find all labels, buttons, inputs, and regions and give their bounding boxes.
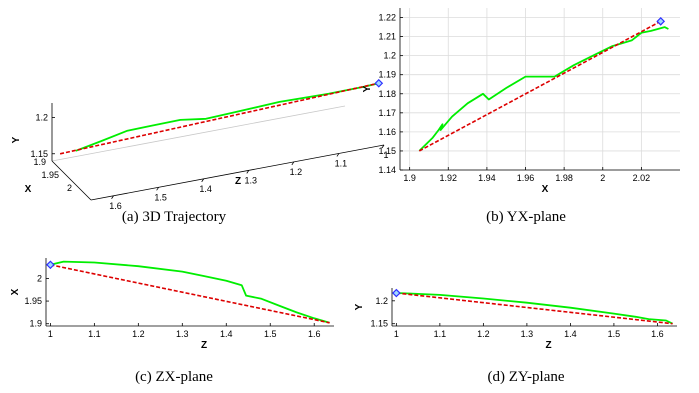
z-tick-label: 1.4 bbox=[199, 184, 212, 194]
plot-area-zy bbox=[392, 288, 673, 325]
y-tick-label: 2 bbox=[37, 273, 42, 283]
z-tick-6 bbox=[381, 144, 385, 149]
marker-diamond bbox=[656, 16, 666, 26]
x-tick-label: 1.98 bbox=[555, 173, 573, 183]
x-tick-label: 1 bbox=[48, 329, 53, 339]
y-axis-label: Y bbox=[354, 303, 365, 310]
y-axis-label: X bbox=[10, 288, 21, 295]
y-tick-label: 1.15 bbox=[370, 319, 388, 329]
z-tick-4 bbox=[291, 161, 295, 166]
x-axis-label: X bbox=[25, 184, 32, 195]
series-line-trajectory bbox=[75, 82, 380, 152]
z-axis-line-3d bbox=[90, 144, 385, 201]
x-tick-label: 1.4 bbox=[564, 329, 577, 339]
back-edge-bottom bbox=[51, 105, 346, 162]
x-tick-label: 1.9 bbox=[403, 173, 416, 183]
y-tick-label: 1.17 bbox=[378, 108, 396, 118]
x-tick-label: 2.02 bbox=[633, 173, 651, 183]
y-tick-label: 1.2 bbox=[383, 51, 396, 61]
series-line-trajectory bbox=[50, 260, 330, 324]
x-tick-label: 1.3 bbox=[521, 329, 534, 339]
z-tick-label: 1.6 bbox=[109, 201, 122, 211]
z-tick-3 bbox=[246, 170, 250, 174]
series-line-trajectory bbox=[396, 292, 673, 325]
y-tick-label: 1.18 bbox=[378, 89, 396, 99]
marker-diamond bbox=[46, 260, 55, 270]
x-tick-label: 2 bbox=[600, 173, 605, 183]
z-tick-1 bbox=[156, 187, 159, 191]
y-tick-label: 1.22 bbox=[378, 13, 396, 23]
y-tick-label: 1.21 bbox=[378, 32, 396, 42]
panel-3d-trajectory: 1.6 1.5 1.4 1.3 1.2 1.1 1 1.9 1.95 2 1.15 1.2 Z X Y (a… bbox=[11, 78, 389, 225]
x-tick-label: 1.5 bbox=[608, 329, 621, 339]
x-axis-line-3d bbox=[51, 160, 92, 201]
series-line-reference bbox=[418, 20, 662, 152]
y-tick-label: 1.14 bbox=[378, 165, 396, 175]
z-tick-2 bbox=[201, 178, 205, 183]
x-tick-label: 1 bbox=[394, 329, 399, 339]
series-line-trajectory bbox=[418, 26, 669, 152]
panel-zy-plane: 1 1.1 1.2 1.3 1.4 1.5 1.6 1.15 1.2 Z Y (d) ZY-plan… bbox=[354, 288, 677, 385]
x-tick-label: 1.9 bbox=[33, 157, 46, 167]
caption-zx-plane: (c) ZX-plane bbox=[135, 369, 213, 385]
caption-3d-trajectory: (a) 3D Trajectory bbox=[122, 209, 227, 225]
x-tick-label: 2 bbox=[67, 183, 72, 193]
x-tick-label: 1.95 bbox=[41, 170, 59, 180]
z-tick-label: 1 bbox=[383, 150, 388, 160]
x-axis-label: Z bbox=[201, 340, 207, 351]
x-axis-label: Z bbox=[545, 340, 551, 351]
y-tick-label: 1.2 bbox=[375, 296, 388, 306]
axes-yx: 1.9 1.92 1.94 1.96 1.98 2 2.02 1.14 1.15 1.16 1.17… bbox=[362, 8, 680, 195]
axes-zy: 1 1.1 1.2 1.3 1.4 1.5 1.6 1.15 1.2 Z Y bbox=[354, 288, 677, 351]
z-tick-label: 1.3 bbox=[245, 175, 258, 185]
axes-3d: 1.6 1.5 1.4 1.3 1.2 1.1 1 1.9 1.95 2 1.15 1.2 Z X Y bbox=[11, 103, 389, 211]
y-tick-label: 1.15 bbox=[378, 146, 396, 156]
x-tick-label: 1.92 bbox=[440, 173, 458, 183]
plot-area-yx bbox=[418, 16, 669, 152]
z-tick-label: 1.5 bbox=[154, 192, 167, 202]
x-tick-label: 1.96 bbox=[517, 173, 535, 183]
plot-area-zx bbox=[46, 260, 330, 324]
x-axis-label: X bbox=[542, 184, 549, 195]
y-axis-label: Y bbox=[11, 136, 22, 143]
x-tick-label: 1.94 bbox=[478, 173, 496, 183]
caption-yx-plane: (b) YX-plane bbox=[486, 209, 566, 225]
x-tick-label: 1.3 bbox=[176, 329, 189, 339]
axes-zx: 1 1.1 1.2 1.3 1.4 1.5 1.6 1.9 1.95 2 Z X bbox=[10, 258, 334, 351]
y-tick-label: 1.19 bbox=[378, 70, 396, 80]
series-line-reference bbox=[50, 264, 330, 324]
y-tick-label: 1.9 bbox=[29, 319, 42, 329]
x-tick-label: 1.6 bbox=[308, 329, 321, 339]
series-line-reference bbox=[396, 292, 673, 325]
panel-zx-plane: 1 1.1 1.2 1.3 1.4 1.5 1.6 1.9 1.95 2 Z X (c) ZX-pla… bbox=[10, 258, 334, 385]
y-tick-label: 1.16 bbox=[378, 127, 396, 137]
z-tick-label: 1.2 bbox=[290, 167, 303, 177]
z-tick-label: 1.1 bbox=[335, 158, 348, 168]
y-tick-label: 1.15 bbox=[30, 149, 48, 159]
y-tick-label: 1.95 bbox=[24, 296, 42, 306]
x-tick-label: 1.1 bbox=[434, 329, 447, 339]
x-tick-label: 1.2 bbox=[477, 329, 490, 339]
plot-area-3d bbox=[59, 78, 384, 155]
z-tick-0 bbox=[111, 195, 114, 199]
x-tick-label: 1.5 bbox=[264, 329, 277, 339]
marker-diamond bbox=[374, 78, 384, 88]
z-tick-5 bbox=[336, 153, 340, 157]
x-tick-label: 1.6 bbox=[651, 329, 664, 339]
caption-zy-plane: (d) ZY-plane bbox=[487, 369, 564, 385]
x-tick-label: 1.4 bbox=[220, 329, 233, 339]
marker-diamond bbox=[392, 288, 401, 298]
series-line-reference bbox=[59, 82, 379, 155]
y-axis-label: Y bbox=[362, 85, 373, 92]
y-tick-label: 1.2 bbox=[35, 113, 48, 123]
x-tick-label: 1.2 bbox=[132, 329, 145, 339]
x-tick-label: 1.1 bbox=[88, 329, 101, 339]
panel-yx-plane: 1.9 1.92 1.94 1.96 1.98 2 2.02 1.14 1.15 1.16 1.17… bbox=[362, 8, 680, 225]
z-axis-label: Z bbox=[235, 176, 241, 187]
